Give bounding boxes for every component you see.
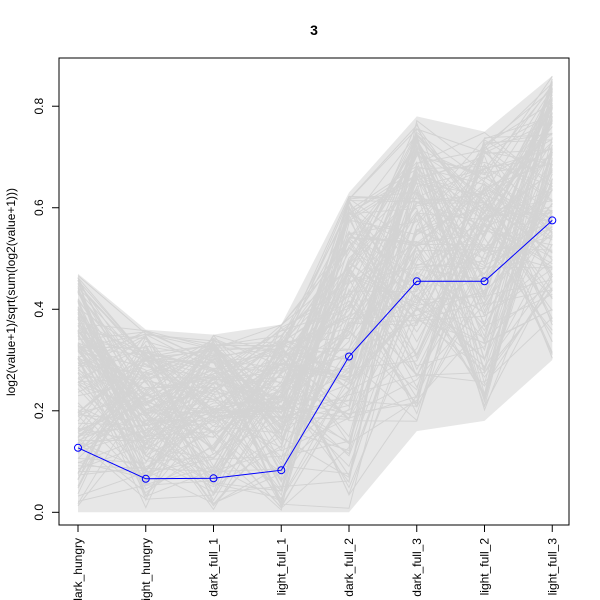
y-tick-label: 0.6 <box>32 199 46 216</box>
y-tick-label: 0.0 <box>32 504 46 521</box>
series-point <box>141 474 150 483</box>
x-tick-label: light_full_1 <box>274 538 288 596</box>
series-group <box>74 216 557 483</box>
y-axis: 0.0 0.2 0.4 0.6 0.8 <box>32 98 60 521</box>
series-point <box>277 466 286 475</box>
background-band-area <box>78 75 553 513</box>
series-point <box>480 277 489 286</box>
series-line <box>77 220 553 480</box>
series-point <box>345 352 353 361</box>
y-tick-label: 0.4 <box>32 301 46 318</box>
x-tick-label: dark_full_3 <box>410 538 424 597</box>
y-tick-label: 0.2 <box>32 402 46 419</box>
x-tick-label: light_hungry <box>139 538 153 600</box>
series-point <box>548 216 557 225</box>
y-axis-label: log2(value+1)/sqrt(sum(log2(value+1))) <box>4 188 18 396</box>
x-tick-label: dark_full_2 <box>342 538 356 597</box>
x-tick-label: light_full_3 <box>545 538 559 596</box>
y-tick-label: 0.8 <box>32 98 46 115</box>
series-point <box>74 443 82 452</box>
series-point <box>209 474 218 483</box>
series-point <box>412 277 421 286</box>
x-tick-label: dark_hungry <box>71 538 85 600</box>
x-tick-label: light_full_2 <box>478 538 492 596</box>
x-tick-label: dark_full_1 <box>207 538 221 597</box>
chart-title: 3 <box>310 22 318 38</box>
background-profile-lines <box>77 75 553 513</box>
x-axis: dark_hungry light_hungry dark_full_1 light_… <box>71 524 559 600</box>
